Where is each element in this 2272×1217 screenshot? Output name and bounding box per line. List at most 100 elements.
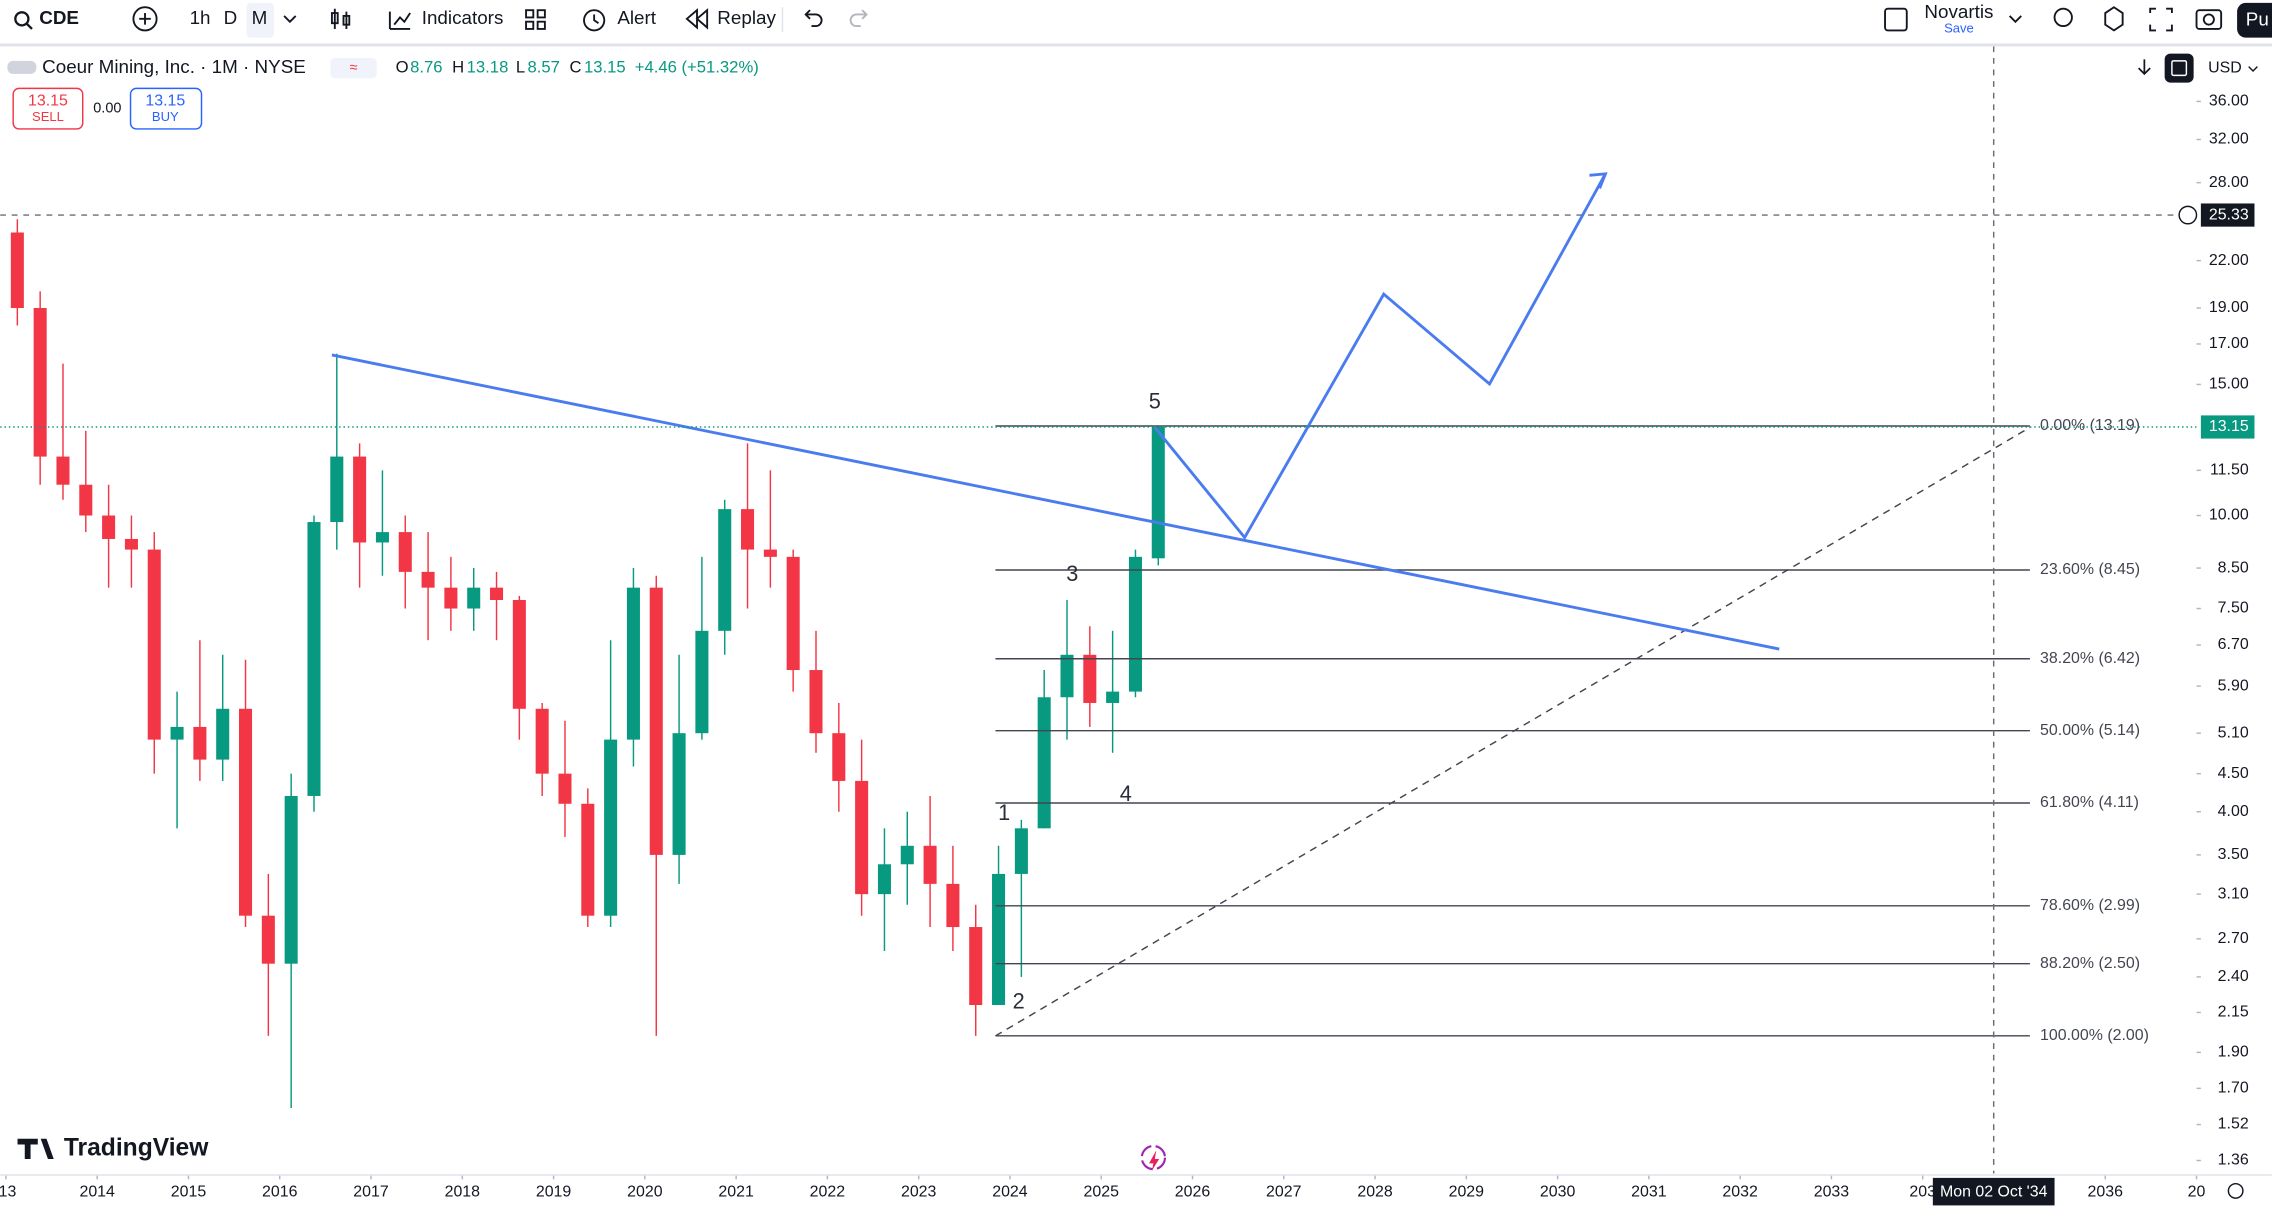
fib-level-label: 61.80% (4.11) (2040, 794, 2139, 811)
undo[interactable] (804, 9, 823, 28)
fib-level-label: 50.00% (5.14) (2040, 722, 2140, 739)
candle-body (147, 549, 161, 740)
close-label: C (570, 58, 582, 77)
wave-label: 3 (1066, 561, 1078, 586)
interval-menu[interactable] (283, 15, 297, 24)
publish-button[interactable] (2237, 2, 2272, 38)
time-tick-label: 2028 (1357, 1184, 1393, 1201)
price-tick-label: 7.50 (2218, 600, 2249, 617)
currency[interactable]: USD (2208, 59, 2242, 76)
interval-button[interactable]: 1h (190, 7, 211, 28)
layout-menu[interactable] (2008, 15, 2022, 24)
indicators-icon (388, 11, 411, 30)
price-tick-label: 5.10 (2218, 724, 2249, 741)
fib-trend-line[interactable] (995, 426, 2031, 1037)
candle-body (581, 803, 595, 916)
candle-body (855, 780, 869, 895)
time-tick-label: 2029 (1449, 1184, 1485, 1201)
last-price-bg (2200, 415, 2255, 439)
indicators-button[interactable]: Indicators (422, 7, 504, 28)
alert-icon (583, 9, 606, 32)
wave-label: 4 (1120, 781, 1132, 806)
candles (10, 219, 1165, 1108)
auto-scale-button[interactable] (2164, 53, 2194, 83)
candle-body (1151, 426, 1165, 559)
layout-name[interactable]: Novartis (1924, 1, 1993, 22)
redo[interactable] (849, 9, 868, 28)
sell-button[interactable] (12, 87, 84, 130)
quick-search[interactable] (2053, 7, 2073, 28)
crosshair-time-bg (1932, 1177, 2055, 1206)
crosshair-price-bg (2200, 203, 2255, 227)
fib-level-label: 38.20% (6.42) (2040, 650, 2140, 667)
candle-body (33, 308, 47, 457)
sell-label: SELL (32, 109, 64, 124)
candle-body (490, 587, 504, 601)
change-value: +4.46 (+51.32%) (635, 58, 759, 77)
candle-body (969, 927, 983, 1006)
price-tick-label: 28.00 (2209, 174, 2249, 191)
candle-body (239, 708, 253, 916)
candle-body (193, 726, 207, 760)
interval-active-bg (246, 2, 274, 38)
fib-level-label: 88.20% (2.50) (2040, 955, 2140, 972)
price-tick-label: 11.50 (2210, 462, 2249, 479)
price-tick-label: 19.00 (2209, 299, 2249, 316)
search-icon[interactable] (14, 11, 30, 27)
time-tick-label: 2015 (171, 1184, 207, 1201)
crosshair-add[interactable] (2178, 205, 2198, 225)
price-tick-label: 10.00 (2209, 507, 2249, 524)
chart-type-icon[interactable] (330, 8, 351, 29)
candle-body (1106, 691, 1120, 703)
time-tick-label: 2026 (1175, 1184, 1211, 1201)
candle-body (398, 532, 412, 572)
candle-body (261, 915, 275, 964)
settings[interactable] (2104, 6, 2124, 32)
candle-body (1014, 828, 1028, 874)
candle-body (1128, 556, 1142, 692)
fib-retracement: 0.00% (13.19) 23.60% (8.45) 38.20% (6.42) 5… (995, 417, 2149, 1044)
currency-menu[interactable] (2248, 66, 2258, 73)
scroll-button[interactable] (2137, 59, 2151, 76)
legend-title[interactable]: Coeur Mining, Inc. · 1M · NYSE (42, 56, 306, 77)
candle-body (626, 587, 640, 740)
time-tick-label: 203 (1909, 1184, 1936, 1201)
price-tick-label: 4.00 (2218, 803, 2249, 820)
fullscreen[interactable] (2149, 7, 2173, 32)
wave-labels: 1 2 3 4 5 (998, 389, 1161, 1014)
price-tick-label: 4.50 (2218, 765, 2249, 782)
templates-icon[interactable] (525, 9, 546, 30)
time-tick-label: 2016 (262, 1184, 298, 1201)
candle-body (330, 456, 344, 523)
interval-button[interactable]: M (252, 7, 268, 28)
projection-path[interactable] (1153, 173, 1607, 541)
candle-body (900, 845, 914, 865)
add-symbol[interactable] (132, 6, 158, 32)
price-tick-label: 15.00 (2209, 376, 2249, 393)
price-tick-label: 8.50 (2218, 559, 2249, 576)
time-tick-label: 2030 (1540, 1184, 1576, 1201)
low-label: L (516, 58, 525, 77)
alert-button[interactable]: Alert (617, 7, 656, 28)
crosshair-time-label: Mon 02 Oct '34 (1940, 1184, 2048, 1201)
alert-icon-hands (593, 14, 600, 24)
candle-body (649, 587, 663, 855)
snapshot[interactable] (2195, 9, 2223, 30)
price-tick-label: 22.00 (2209, 252, 2249, 269)
low-value: 8.57 (527, 58, 559, 77)
time-tick-label: '13 (0, 1184, 16, 1201)
symbol[interactable]: CDE (39, 7, 79, 28)
legend-badge[interactable] (330, 57, 377, 79)
replay-button[interactable]: Replay (717, 7, 776, 28)
save-button[interactable]: Save (1944, 20, 1974, 35)
time-tick-label: 2027 (1266, 1184, 1302, 1201)
candle-body (786, 556, 800, 671)
interval-button[interactable]: D (224, 7, 238, 28)
layout-checkbox[interactable] (1884, 7, 1908, 32)
candle-body (672, 733, 686, 855)
price-tick-label: 5.90 (2218, 677, 2249, 694)
axis-settings[interactable] (2227, 1182, 2244, 1199)
buy-button[interactable] (129, 87, 203, 130)
trend-line[interactable] (331, 353, 1780, 651)
